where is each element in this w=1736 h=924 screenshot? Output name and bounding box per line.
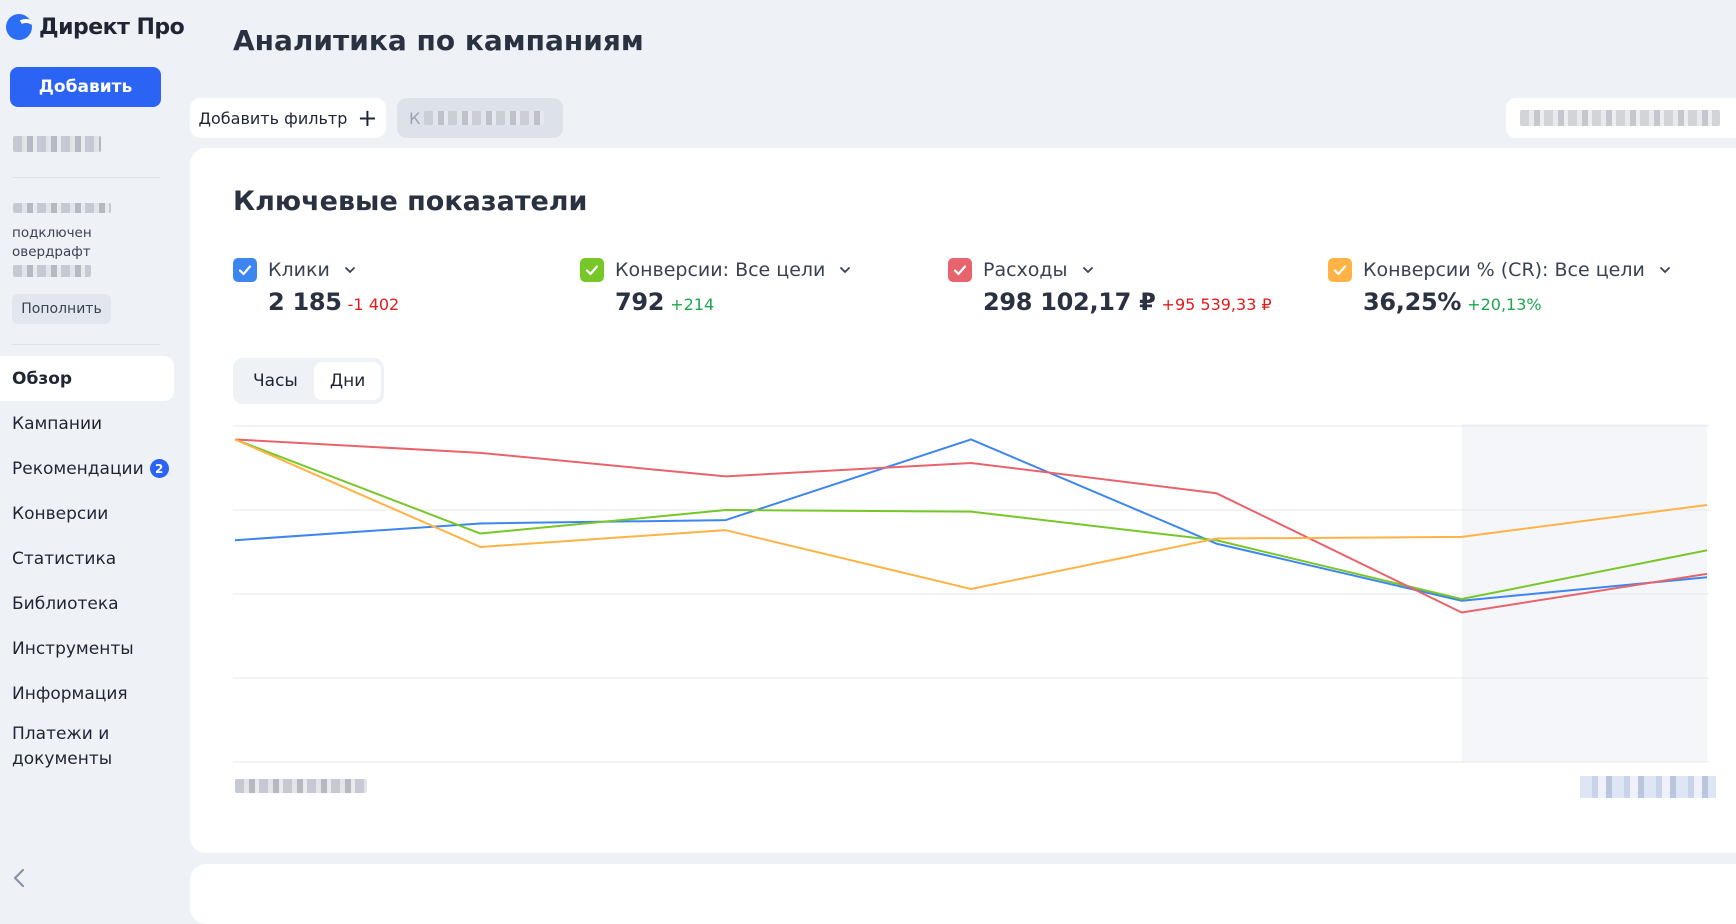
account-name-redacted[interactable] <box>13 136 101 152</box>
topup-button[interactable]: Пополнить <box>12 294 111 324</box>
sidebar-item-recommendations[interactable]: Рекомендации 2 <box>0 446 174 491</box>
metric-delta: +20,13% <box>1467 295 1542 314</box>
add-filter-label: Добавить фильтр <box>198 108 348 128</box>
sidebar-item-label: Рекомендации <box>12 458 144 479</box>
metric-value: 298 102,17 ₽ <box>983 288 1156 316</box>
metric-label: Конверсии % (CR): Все цели <box>1363 259 1645 281</box>
sidebar-item-label: Библиотека <box>12 593 119 614</box>
checkbox-checked-icon[interactable] <box>580 258 604 282</box>
checkbox-checked-icon[interactable] <box>948 258 972 282</box>
card-title: Ключевые показатели <box>233 186 588 217</box>
recommendations-count-badge: 2 <box>149 459 169 478</box>
balance-label-redacted <box>13 203 111 213</box>
sidebar-item-information[interactable]: Информация <box>0 671 174 716</box>
metric-clicks: Клики 2 185 -1 402 <box>233 258 399 316</box>
logo[interactable]: Директ Про <box>6 14 185 40</box>
metric-toggle[interactable]: Конверсии: Все цели <box>580 258 851 282</box>
filter-chip-prefix: К <box>409 108 421 128</box>
series-line-3[interactable] <box>234 438 1708 614</box>
sidebar-item-label: Кампании <box>12 413 103 434</box>
sidebar-item-label: Платежи и документы <box>12 724 113 769</box>
sidebar-item-label: Обзор <box>12 368 73 389</box>
metric-value: 792 <box>615 288 665 316</box>
metric-delta: -1 402 <box>347 295 400 314</box>
x-axis-end-label-redacted <box>1580 776 1716 798</box>
sidebar-item-conversions[interactable]: Конверсии <box>0 491 174 536</box>
add-filter-button[interactable]: Добавить фильтр + <box>190 98 386 138</box>
line-chart[interactable] <box>233 424 1713 774</box>
plus-icon: + <box>357 104 378 132</box>
sidebar-item-label: Инструменты <box>12 638 134 659</box>
sidebar: Директ Про Добавить подключен овердрафт … <box>0 0 186 898</box>
divider <box>12 177 160 178</box>
series-line-1[interactable] <box>234 438 1708 602</box>
sidebar-item-statistics[interactable]: Статистика <box>0 536 174 581</box>
chevron-left-icon <box>13 868 25 888</box>
secondary-card <box>190 864 1736 924</box>
checkbox-checked-icon[interactable] <box>1328 258 1352 282</box>
sidebar-item-library[interactable]: Библиотека <box>0 581 174 626</box>
metric-cr: Конверсии % (CR): Все цели 36,25% +20,13% <box>1328 258 1671 316</box>
filter-chip-value-redacted <box>424 111 545 125</box>
chevron-down-icon[interactable] <box>344 264 356 276</box>
chevron-down-icon[interactable] <box>1082 264 1094 276</box>
sidebar-item-label: Конверсии <box>12 503 109 524</box>
sidebar-item-payments[interactable]: Платежи и документы <box>0 716 174 778</box>
period-selector[interactable] <box>1506 98 1736 138</box>
series-line-2[interactable] <box>234 438 1708 601</box>
metric-label: Конверсии: Все цели <box>615 259 826 281</box>
sidebar-item-label: Статистика <box>12 548 117 569</box>
metric-conversions: Конверсии: Все цели 792 +214 <box>580 258 851 316</box>
yandex-logo-icon <box>6 14 32 40</box>
sidebar-item-label: Информация <box>12 683 128 704</box>
account-status: подключен овердрафт <box>12 225 92 260</box>
granularity-switch: Часы Дни <box>233 358 384 404</box>
brand-name: Директ Про <box>39 14 185 40</box>
page-title: Аналитика по кампаниям <box>233 24 644 57</box>
chevron-down-icon[interactable] <box>1659 264 1671 276</box>
sidebar-item-overview[interactable]: Обзор <box>0 356 174 401</box>
checkbox-checked-icon[interactable] <box>233 258 257 282</box>
metric-delta: +214 <box>670 295 715 314</box>
metric-label: Расходы <box>983 259 1068 281</box>
metric-value: 2 185 <box>268 288 342 316</box>
metric-value: 36,25% <box>1363 288 1462 316</box>
metric-costs: Расходы 298 102,17 ₽ +95 539,33 ₽ <box>948 258 1272 316</box>
chevron-down-icon[interactable] <box>839 264 851 276</box>
metric-toggle[interactable]: Конверсии % (CR): Все цели <box>1328 258 1671 282</box>
sidebar-item-campaigns[interactable]: Кампании <box>0 401 174 446</box>
collapse-sidebar-button[interactable] <box>12 866 26 894</box>
sidebar-item-tools[interactable]: Инструменты <box>0 626 174 671</box>
sidebar-nav: Обзор Кампании Рекомендации 2 Конверсии С… <box>0 356 174 778</box>
divider <box>12 344 160 345</box>
add-button[interactable]: Добавить <box>10 67 161 107</box>
balance-amount-redacted <box>13 265 91 277</box>
metric-label: Клики <box>268 259 330 281</box>
period-value-redacted <box>1520 110 1720 126</box>
granularity-days[interactable]: Дни <box>313 362 382 400</box>
campaign-filter-chip[interactable]: К <box>397 98 563 138</box>
metric-toggle[interactable]: Клики <box>233 258 399 282</box>
metric-delta: +95 539,33 ₽ <box>1161 295 1272 314</box>
x-axis-start-label-redacted <box>235 779 367 793</box>
series-line-4[interactable] <box>234 438 1708 590</box>
granularity-hours[interactable]: Часы <box>253 371 298 391</box>
key-metrics-card: Ключевые показатели Клики 2 185 -1 402 Ко… <box>190 148 1736 853</box>
metric-toggle[interactable]: Расходы <box>948 258 1272 282</box>
